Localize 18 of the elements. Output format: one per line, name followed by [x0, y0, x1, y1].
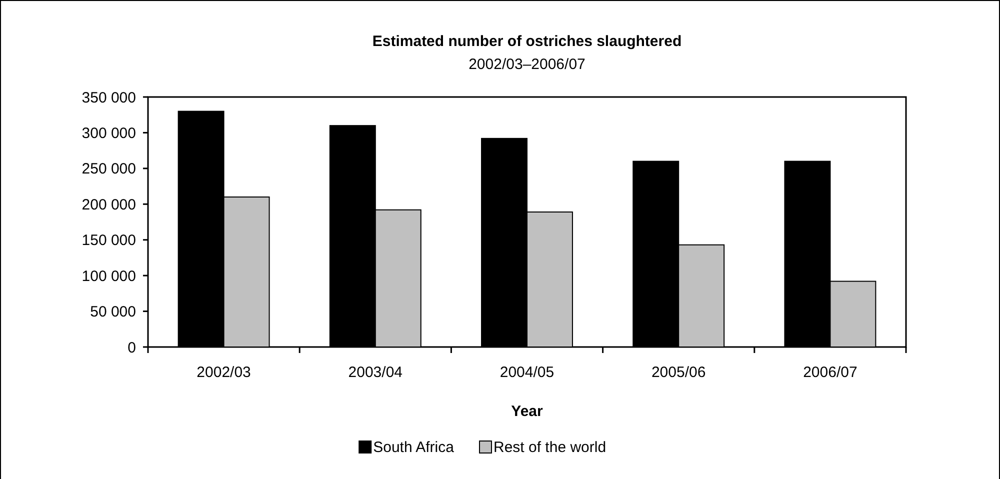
y-tick-label: 150 000 — [82, 232, 136, 250]
y-tick-label: 100 000 — [82, 268, 136, 285]
y-tick-label: 0 — [128, 339, 136, 356]
y-tick-label: 350 000 — [82, 89, 136, 106]
y-tick-label: 200 000 — [82, 196, 136, 214]
x-tick-label: 2006/07 — [803, 364, 858, 381]
chart-subtitle: 2002/03–2006/07 — [468, 56, 586, 73]
x-tick-label: 2003/04 — [348, 364, 403, 381]
x-axis-title: Year — [511, 403, 544, 420]
y-tick-label: 50 000 — [90, 304, 136, 321]
x-tick-label: 2002/03 — [196, 364, 251, 381]
legend-label: Rest of the world — [494, 439, 606, 456]
y-tick-label: 250 000 — [82, 160, 136, 178]
y-tick-label: 300 000 — [82, 124, 136, 142]
legend-label: South Africa — [373, 439, 455, 456]
x-tick-label: 2004/05 — [500, 364, 554, 381]
x-tick-label: 2005/06 — [651, 364, 706, 381]
chart-title: Estimated number of ostriches slaughtered — [372, 33, 682, 50]
